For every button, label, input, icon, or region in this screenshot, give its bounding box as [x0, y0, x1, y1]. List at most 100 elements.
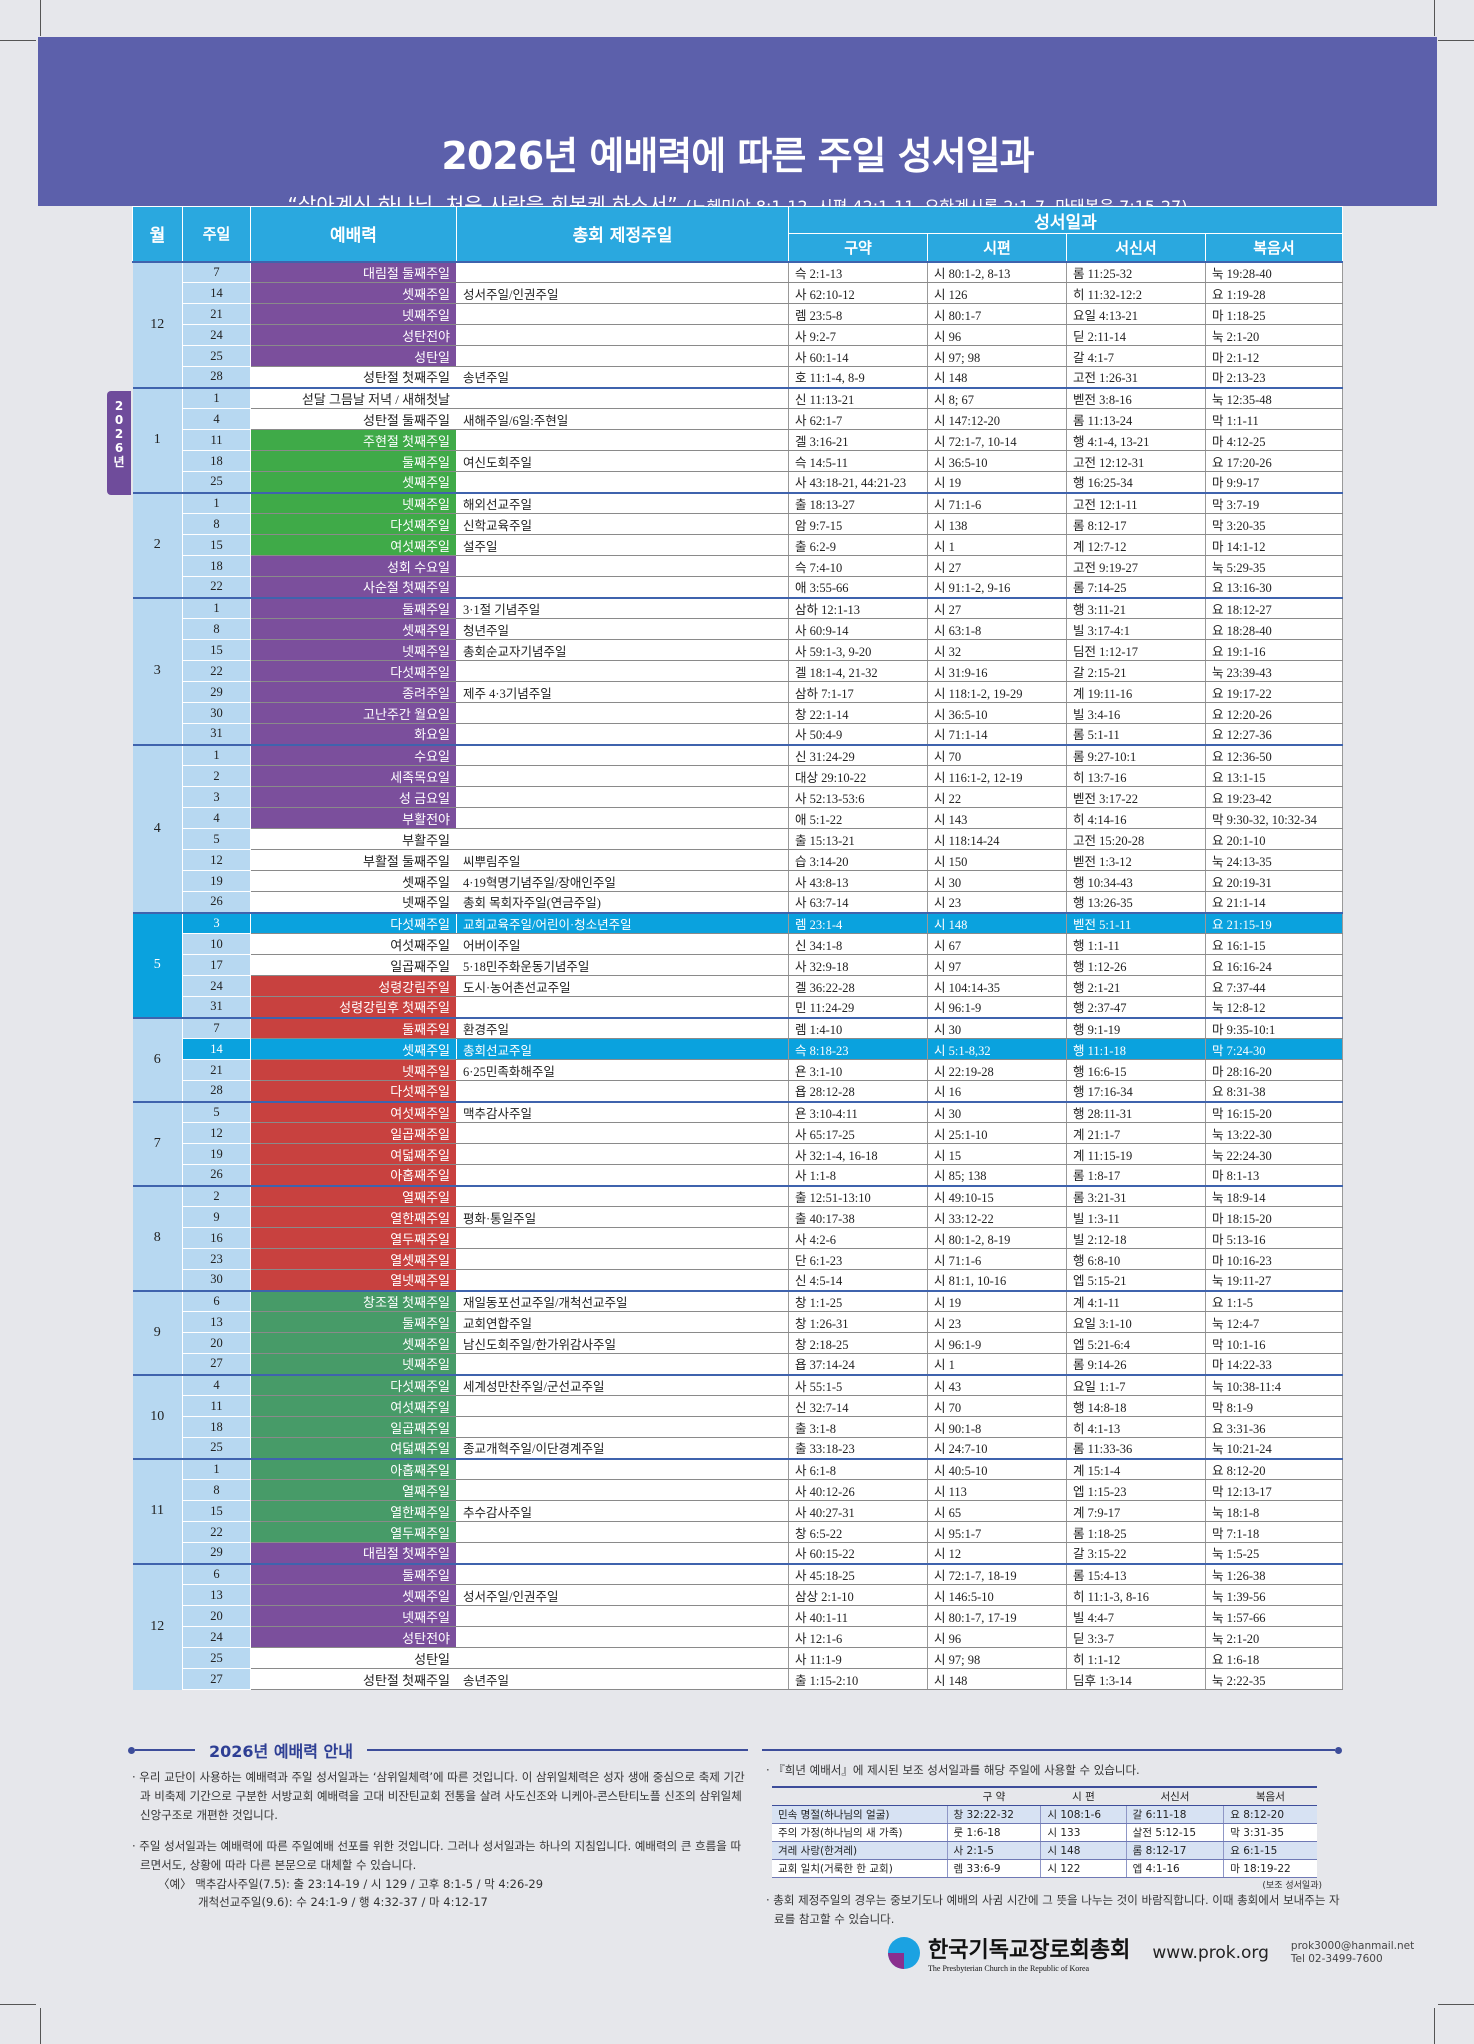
assembly-sunday-cell: 5·18민주화운동기념주일	[456, 954, 789, 976]
assembly-sunday-cell	[456, 1562, 789, 1585]
table-row: 14 셋째주일 총회선교주일 슥 8:18-23 시 5:1-8,32 행 11:1-18…	[133, 1038, 1343, 1060]
psalm-cell: 시 148	[927, 366, 1067, 388]
table-row: 11 주현절 첫째주일 겔 3:16-21 시 72:1-7, 10-14 행 4:1-…	[133, 429, 1343, 451]
table-row: 19 셋째주일 4·19혁명기념주일/장애인주일 사 43:8-13 시 30 행 10:…	[133, 870, 1343, 892]
psalm-cell: 시 118:1-2, 19-29	[927, 681, 1067, 703]
year-tab-char: 2	[114, 399, 124, 413]
assembly-sunday-cell	[456, 303, 789, 325]
sunday-date: 28	[182, 1080, 251, 1102]
gospel-cell: 눅 2:22-35	[1205, 1668, 1343, 1690]
table-row: 27 성탄절 첫째주일 송년주일 출 1:15-2:10 시 148 딤후 1:3-14 눅…	[133, 1668, 1343, 1690]
gospel-cell: 눅 1:26-38	[1205, 1562, 1343, 1585]
assembly-sunday-cell	[456, 828, 789, 850]
psalm-cell: 시 5:1-8,32	[927, 1038, 1067, 1060]
sunday-date: 15	[182, 1500, 251, 1522]
supp-col-header	[772, 1786, 948, 1806]
old-testament-cell: 슥 7:4-10	[788, 555, 928, 577]
psalm-cell: 시 36:5-10	[927, 702, 1067, 724]
old-testament-cell: 애 3:55-66	[788, 576, 928, 598]
psalm-cell: 시 81:1, 10-16	[927, 1269, 1067, 1291]
gospel-cell: 눅 12:8-12	[1205, 996, 1343, 1018]
old-testament-cell: 암 9:7-15	[788, 513, 928, 535]
sunday-date: 3	[182, 911, 251, 934]
liturgy-cell: 열셋째주일	[250, 1248, 457, 1270]
old-testament-cell: 렘 23:1-4	[788, 911, 928, 934]
gospel-cell: 마 18:15-20	[1205, 1206, 1343, 1228]
sunday-date: 22	[182, 660, 251, 682]
supp-col-header: 시 편	[1040, 1786, 1127, 1806]
liturgy-cell: 아홉째주일	[250, 1457, 457, 1480]
gospel-cell: 마 8:1-13	[1205, 1164, 1343, 1186]
assembly-sunday-cell: 재일동포선교주일/개척선교주일	[456, 1289, 789, 1312]
gospel-cell: 요 3:31-36	[1205, 1416, 1343, 1438]
old-testament-cell: 삼하 12:1-13	[788, 596, 928, 619]
liturgy-cell: 열째주일	[250, 1479, 457, 1501]
supp-intro: · 『희년 예배서』에 제시된 보조 성서일과를 해당 주일에 사용할 수 있습…	[766, 1763, 1140, 1777]
old-testament-cell: 출 33:18-23	[788, 1437, 928, 1459]
assembly-sunday-cell: 설주일	[456, 534, 789, 556]
liturgy-cell: 창조절 첫째주일	[250, 1289, 457, 1312]
prok-logo-icon	[888, 1936, 920, 1969]
liturgy-cell: 일곱째주일	[250, 1416, 457, 1438]
sunday-date: 2	[182, 1184, 251, 1207]
psalm-cell: 시 33:12-22	[927, 1206, 1067, 1228]
epistle-cell: 고전 15:20-28	[1066, 828, 1206, 850]
old-testament-cell: 출 1:15-2:10	[788, 1668, 928, 1690]
psalm-cell: 시 1	[927, 534, 1067, 556]
website-link[interactable]: www.prok.org	[1152, 1942, 1269, 1963]
liturgy-cell: 사순절 첫째주일	[250, 576, 457, 598]
table-row: 31 화요일 사 50:4-9 시 71:1-14 롬 5:1-11 요 12:27-36	[133, 723, 1343, 745]
psalm-cell: 시 30	[927, 1100, 1067, 1123]
liturgy-cell: 세족목요일	[250, 765, 457, 787]
sunday-date: 1	[182, 1457, 251, 1480]
psalm-cell: 시 27	[927, 555, 1067, 577]
sunday-date: 20	[182, 1332, 251, 1354]
epistle-cell: 행 3:11-21	[1066, 596, 1206, 619]
table-row: 30 고난주간 월요일 창 22:1-14 시 36:5-10 빌 3:4-16 요 12…	[133, 702, 1343, 724]
month-cell: 2	[132, 491, 183, 598]
old-testament-cell: 창 2:18-25	[788, 1332, 928, 1354]
sunday-date: 8	[182, 513, 251, 535]
epistle-cell: 딛 3:3-7	[1066, 1626, 1206, 1648]
assembly-sunday-cell: 교회연합주일	[456, 1311, 789, 1333]
epistle-cell: 행 16:6-15	[1066, 1059, 1206, 1081]
gospel-cell: 요 20:1-10	[1205, 828, 1343, 850]
gospel-cell: 요 16:16-24	[1205, 954, 1343, 976]
liturgy-cell: 넷째주일	[250, 891, 457, 913]
epistle-cell: 계 7:9-17	[1066, 1500, 1206, 1522]
gospel-cell: 눅 18:1-8	[1205, 1500, 1343, 1522]
psalm-cell: 시 24:7-10	[927, 1437, 1067, 1459]
table-row: 12 6 둘째주일 사 45:18-25 시 72:1-7, 18-19 롬 15:4-1…	[132, 1562, 1343, 1690]
old-testament-cell: 렘 1:4-10	[788, 1016, 928, 1039]
sunday-date: 22	[182, 1521, 251, 1543]
epistle-cell: 히 4:14-16	[1066, 807, 1206, 829]
psalm-cell: 시 40:5-10	[927, 1457, 1067, 1480]
old-testament-cell: 사 11:1-9	[788, 1647, 928, 1669]
old-testament-cell: 삼상 2:1-10	[788, 1584, 928, 1606]
psalm-cell: 시 31:9-16	[927, 660, 1067, 682]
epistle-cell: 롬 11:33-36	[1066, 1437, 1206, 1459]
old-testament-cell: 사 60:1-14	[788, 345, 928, 367]
liturgy-cell: 열한째주일	[250, 1206, 457, 1228]
old-testament-cell: 사 32:9-18	[788, 954, 928, 976]
liturgy-cell: 대림절 둘째주일	[250, 260, 457, 283]
assembly-sunday-cell	[456, 702, 789, 724]
old-testament-cell: 신 34:1-8	[788, 933, 928, 955]
old-testament-cell: 사 63:7-14	[788, 891, 928, 913]
assembly-sunday-cell	[456, 429, 789, 451]
table-row: 18 일곱째주일 출 3:1-8 시 90:1-8 히 4:1-13 요 3:31-36	[133, 1416, 1343, 1438]
sunday-date: 1	[182, 491, 251, 514]
psalm-cell: 시 22:19-28	[927, 1059, 1067, 1081]
old-testament-cell: 창 22:1-14	[788, 702, 928, 724]
epistle-cell: 행 1:1-11	[1066, 933, 1206, 955]
email-link[interactable]: prok3000@hanmail.net	[1290, 1939, 1415, 1952]
old-testament-cell: 민 11:24-29	[788, 996, 928, 1018]
sunday-date: 24	[182, 324, 251, 346]
epistle-cell: 히 11:32-12:2	[1066, 282, 1206, 304]
epistle-cell: 계 12:7-12	[1066, 534, 1206, 556]
psalm-cell: 시 96	[927, 324, 1067, 346]
table-row: 8 열째주일 사 40:12-26 시 113 엡 1:15-23 막 12:13-17	[133, 1479, 1343, 1501]
liturgy-cell: 셋째주일	[250, 471, 457, 493]
liturgy-cell: 성탄절 첫째주일	[250, 1668, 457, 1690]
epistle-cell: 행 2:37-47	[1066, 996, 1206, 1018]
